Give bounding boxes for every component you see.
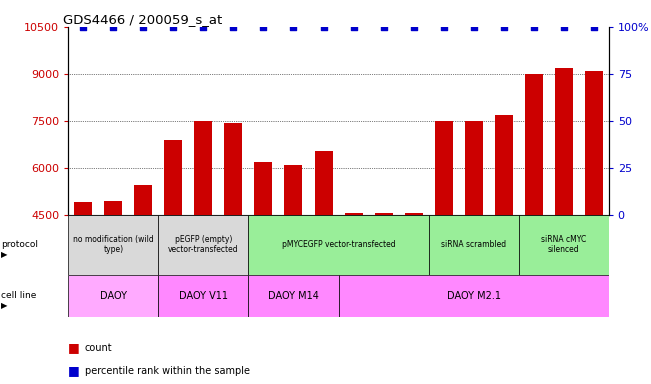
Text: GSM550700: GSM550700	[499, 215, 508, 262]
Text: pEGFP (empty)
vector-transfected: pEGFP (empty) vector-transfected	[168, 235, 239, 255]
Text: GSM550698: GSM550698	[439, 215, 448, 262]
Bar	[158, 215, 249, 275]
Text: DAOY M14: DAOY M14	[268, 291, 319, 301]
Bar	[435, 121, 452, 215]
Text: GSM550703: GSM550703	[589, 215, 598, 262]
Bar	[284, 165, 303, 215]
Text: GSM550701: GSM550701	[529, 215, 538, 262]
Text: GSM550686: GSM550686	[79, 215, 88, 262]
Point	[378, 24, 389, 30]
Text: count: count	[85, 343, 112, 353]
Bar	[158, 275, 249, 317]
Point	[529, 24, 539, 30]
Text: no modification (wild
type): no modification (wild type)	[73, 235, 154, 255]
Bar	[525, 74, 543, 215]
Bar	[404, 214, 422, 215]
Bar	[134, 185, 152, 215]
Bar	[104, 201, 122, 215]
Text: GSM550697: GSM550697	[319, 215, 328, 262]
Point	[198, 24, 208, 30]
Bar	[344, 214, 363, 215]
Bar	[339, 275, 609, 317]
Point	[438, 24, 449, 30]
Bar	[165, 140, 182, 215]
Text: GSM550696: GSM550696	[289, 215, 298, 262]
Bar	[249, 275, 339, 317]
Bar	[68, 215, 158, 275]
Bar	[374, 214, 393, 215]
Point	[78, 24, 89, 30]
Text: GSM550699: GSM550699	[469, 215, 478, 262]
Bar	[495, 115, 512, 215]
Text: GSM550690: GSM550690	[379, 215, 388, 262]
Point	[138, 24, 148, 30]
Bar	[74, 202, 92, 215]
Bar	[428, 215, 519, 275]
Text: pMYCEGFP vector-transfected: pMYCEGFP vector-transfected	[282, 240, 395, 249]
Point	[168, 24, 178, 30]
Point	[589, 24, 599, 30]
Text: GSM550687: GSM550687	[109, 215, 118, 262]
Text: DAOY: DAOY	[100, 291, 127, 301]
Text: GSM550695: GSM550695	[259, 215, 268, 262]
Text: GDS4466 / 200059_s_at: GDS4466 / 200059_s_at	[63, 13, 222, 26]
Text: GSM550693: GSM550693	[199, 215, 208, 262]
Text: DAOY M2.1: DAOY M2.1	[447, 291, 501, 301]
Point	[559, 24, 569, 30]
Bar	[519, 215, 609, 275]
Point	[229, 24, 239, 30]
Text: GSM550688: GSM550688	[139, 215, 148, 261]
Text: siRNA cMYC
silenced: siRNA cMYC silenced	[541, 235, 587, 255]
Text: DAOY V11: DAOY V11	[179, 291, 228, 301]
Text: siRNA scrambled: siRNA scrambled	[441, 240, 506, 249]
Bar	[68, 275, 158, 317]
Bar	[314, 151, 333, 215]
Bar	[195, 121, 212, 215]
Bar	[465, 121, 482, 215]
Text: GSM550702: GSM550702	[559, 215, 568, 262]
Text: cell line: cell line	[1, 291, 36, 300]
Text: GSM550694: GSM550694	[229, 215, 238, 262]
Bar	[249, 215, 428, 275]
Bar	[255, 162, 273, 215]
Text: ■: ■	[68, 364, 80, 377]
Text: GSM550691: GSM550691	[409, 215, 418, 262]
Point	[108, 24, 118, 30]
Bar	[585, 71, 603, 215]
Text: percentile rank within the sample: percentile rank within the sample	[85, 366, 249, 376]
Text: GSM550689: GSM550689	[349, 215, 358, 262]
Text: protocol: protocol	[1, 240, 38, 249]
Point	[499, 24, 509, 30]
Text: ▶: ▶	[1, 250, 7, 259]
Text: ▶: ▶	[1, 301, 7, 310]
Point	[408, 24, 419, 30]
Point	[469, 24, 479, 30]
Point	[348, 24, 359, 30]
Point	[288, 24, 299, 30]
Bar	[555, 68, 573, 215]
Point	[318, 24, 329, 30]
Point	[258, 24, 269, 30]
Bar	[225, 122, 242, 215]
Text: GSM550692: GSM550692	[169, 215, 178, 262]
Text: ■: ■	[68, 341, 80, 354]
